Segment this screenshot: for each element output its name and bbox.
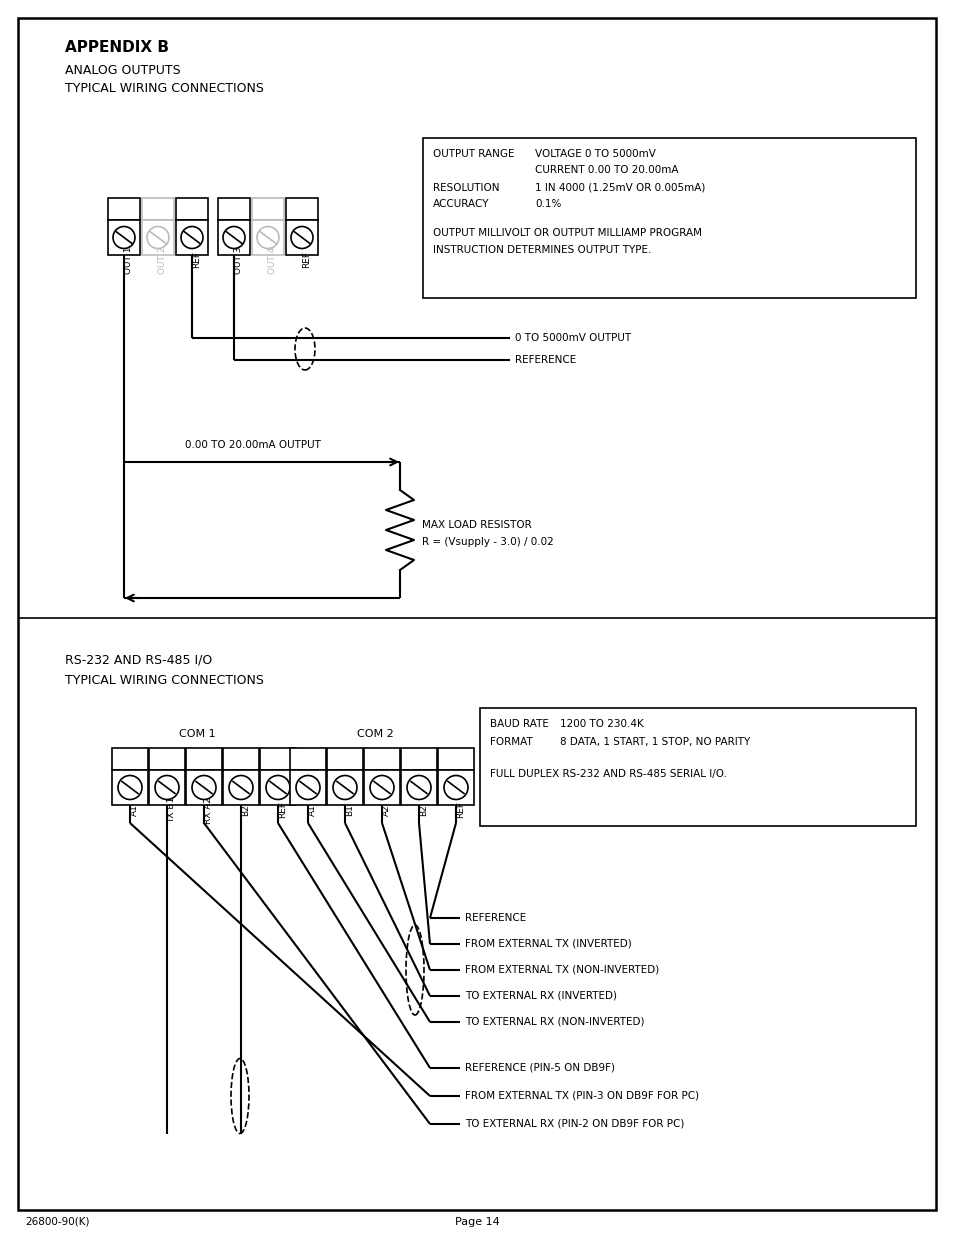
Text: OUT 1: OUT 1 [124, 246, 132, 274]
Text: OUTPUT RANGE: OUTPUT RANGE [433, 149, 514, 159]
Text: ACCURACY: ACCURACY [433, 199, 489, 209]
Text: OUT 3: OUT 3 [233, 246, 243, 274]
Text: CURRENT 0.00 TO 20.00mA: CURRENT 0.00 TO 20.00mA [535, 165, 678, 175]
Text: BAUD RATE: BAUD RATE [490, 719, 548, 729]
Text: TO EXTERNAL RX (NON-INVERTED): TO EXTERNAL RX (NON-INVERTED) [464, 1016, 644, 1028]
Text: FROM EXTERNAL TX (PIN-3 ON DB9F FOR PC): FROM EXTERNAL TX (PIN-3 ON DB9F FOR PC) [464, 1091, 699, 1100]
Text: Page 14: Page 14 [455, 1216, 498, 1228]
Text: A1: A1 [130, 804, 139, 816]
Text: FORMAT: FORMAT [490, 737, 532, 747]
Bar [327, 748, 363, 769]
Bar [290, 769, 326, 805]
Bar [286, 198, 317, 220]
Text: B2: B2 [241, 804, 250, 816]
Text: INSTRUCTION DETERMINES OUTPUT TYPE.: INSTRUCTION DETERMINES OUTPUT TYPE. [433, 245, 651, 254]
Text: MAX LOAD RESISTOR: MAX LOAD RESISTOR [421, 520, 531, 530]
Text: TYPICAL WIRING CONNECTIONS: TYPICAL WIRING CONNECTIONS [65, 673, 264, 687]
Text: RS-232 AND RS-485 I/O: RS-232 AND RS-485 I/O [65, 653, 212, 667]
Text: ANALOG OUTPUTS: ANALOG OUTPUTS [65, 63, 180, 77]
Bar [479, 708, 915, 826]
Bar [175, 198, 208, 220]
Text: RESOLUTION: RESOLUTION [433, 183, 499, 193]
Text: REFERENCE: REFERENCE [464, 913, 526, 923]
Bar [364, 748, 399, 769]
Bar [149, 748, 185, 769]
Bar [218, 198, 250, 220]
Bar [260, 769, 295, 805]
Bar [400, 769, 436, 805]
Bar [286, 220, 317, 254]
Text: B1: B1 [345, 804, 354, 816]
Bar [422, 138, 915, 298]
Bar [290, 748, 326, 769]
Text: R = (Vsupply - 3.0) / 0.02: R = (Vsupply - 3.0) / 0.02 [421, 537, 553, 547]
Bar [142, 198, 173, 220]
Text: REF: REF [456, 802, 464, 819]
Text: REF: REF [192, 252, 201, 268]
Text: A1: A1 [308, 804, 316, 816]
Text: COM 1: COM 1 [178, 729, 215, 739]
Text: OUT 2: OUT 2 [158, 246, 167, 274]
Bar [108, 220, 140, 254]
Text: 0 TO 5000mV OUTPUT: 0 TO 5000mV OUTPUT [515, 333, 631, 343]
Text: 1200 TO 230.4K: 1200 TO 230.4K [559, 719, 643, 729]
Bar [108, 198, 140, 220]
Text: FROM EXTERNAL TX (INVERTED): FROM EXTERNAL TX (INVERTED) [464, 939, 631, 948]
Bar [252, 220, 284, 254]
Bar [142, 220, 173, 254]
Bar [437, 769, 474, 805]
Text: TX B1: TX B1 [167, 797, 175, 823]
Text: 1 IN 4000 (1.25mV OR 0.005mA): 1 IN 4000 (1.25mV OR 0.005mA) [535, 183, 704, 193]
Text: 26800-90(K): 26800-90(K) [25, 1216, 90, 1228]
Bar [252, 198, 284, 220]
Text: APPENDIX B: APPENDIX B [65, 40, 169, 54]
Bar [223, 769, 258, 805]
Bar [364, 769, 399, 805]
Bar [437, 748, 474, 769]
Bar [186, 748, 222, 769]
Text: OUTPUT MILLIVOLT OR OUTPUT MILLIAMP PROGRAM: OUTPUT MILLIVOLT OR OUTPUT MILLIAMP PROG… [433, 228, 701, 238]
Text: TYPICAL WIRING CONNECTIONS: TYPICAL WIRING CONNECTIONS [65, 82, 264, 95]
Text: B2: B2 [418, 804, 428, 816]
Text: 0.00 TO 20.00mA OUTPUT: 0.00 TO 20.00mA OUTPUT [185, 440, 320, 450]
Text: FULL DUPLEX RS-232 AND RS-485 SERIAL I/O.: FULL DUPLEX RS-232 AND RS-485 SERIAL I/O… [490, 769, 726, 779]
Bar [260, 748, 295, 769]
Bar [112, 748, 148, 769]
Text: VOLTAGE 0 TO 5000mV: VOLTAGE 0 TO 5000mV [535, 149, 655, 159]
Bar [223, 748, 258, 769]
Text: A2: A2 [381, 804, 391, 816]
Text: 8 DATA, 1 START, 1 STOP, NO PARITY: 8 DATA, 1 START, 1 STOP, NO PARITY [559, 737, 749, 747]
Text: REFERENCE: REFERENCE [515, 354, 576, 366]
Bar [400, 748, 436, 769]
Bar [218, 220, 250, 254]
Text: FROM EXTERNAL TX (NON-INVERTED): FROM EXTERNAL TX (NON-INVERTED) [464, 965, 659, 974]
Text: TO EXTERNAL RX (INVERTED): TO EXTERNAL RX (INVERTED) [464, 990, 617, 1002]
Text: OUT 4: OUT 4 [268, 246, 276, 274]
Bar [186, 769, 222, 805]
Text: RX A2: RX A2 [204, 797, 213, 824]
Bar [327, 769, 363, 805]
Text: REF: REF [277, 802, 287, 819]
Bar [175, 220, 208, 254]
Bar [149, 769, 185, 805]
Bar [112, 769, 148, 805]
Text: COM 2: COM 2 [356, 729, 393, 739]
Text: 0.1%: 0.1% [535, 199, 560, 209]
Text: REFERENCE (PIN-5 ON DB9F): REFERENCE (PIN-5 ON DB9F) [464, 1063, 615, 1073]
Text: REF: REF [302, 252, 311, 268]
Text: TO EXTERNAL RX (PIN-2 ON DB9F FOR PC): TO EXTERNAL RX (PIN-2 ON DB9F FOR PC) [464, 1119, 683, 1129]
